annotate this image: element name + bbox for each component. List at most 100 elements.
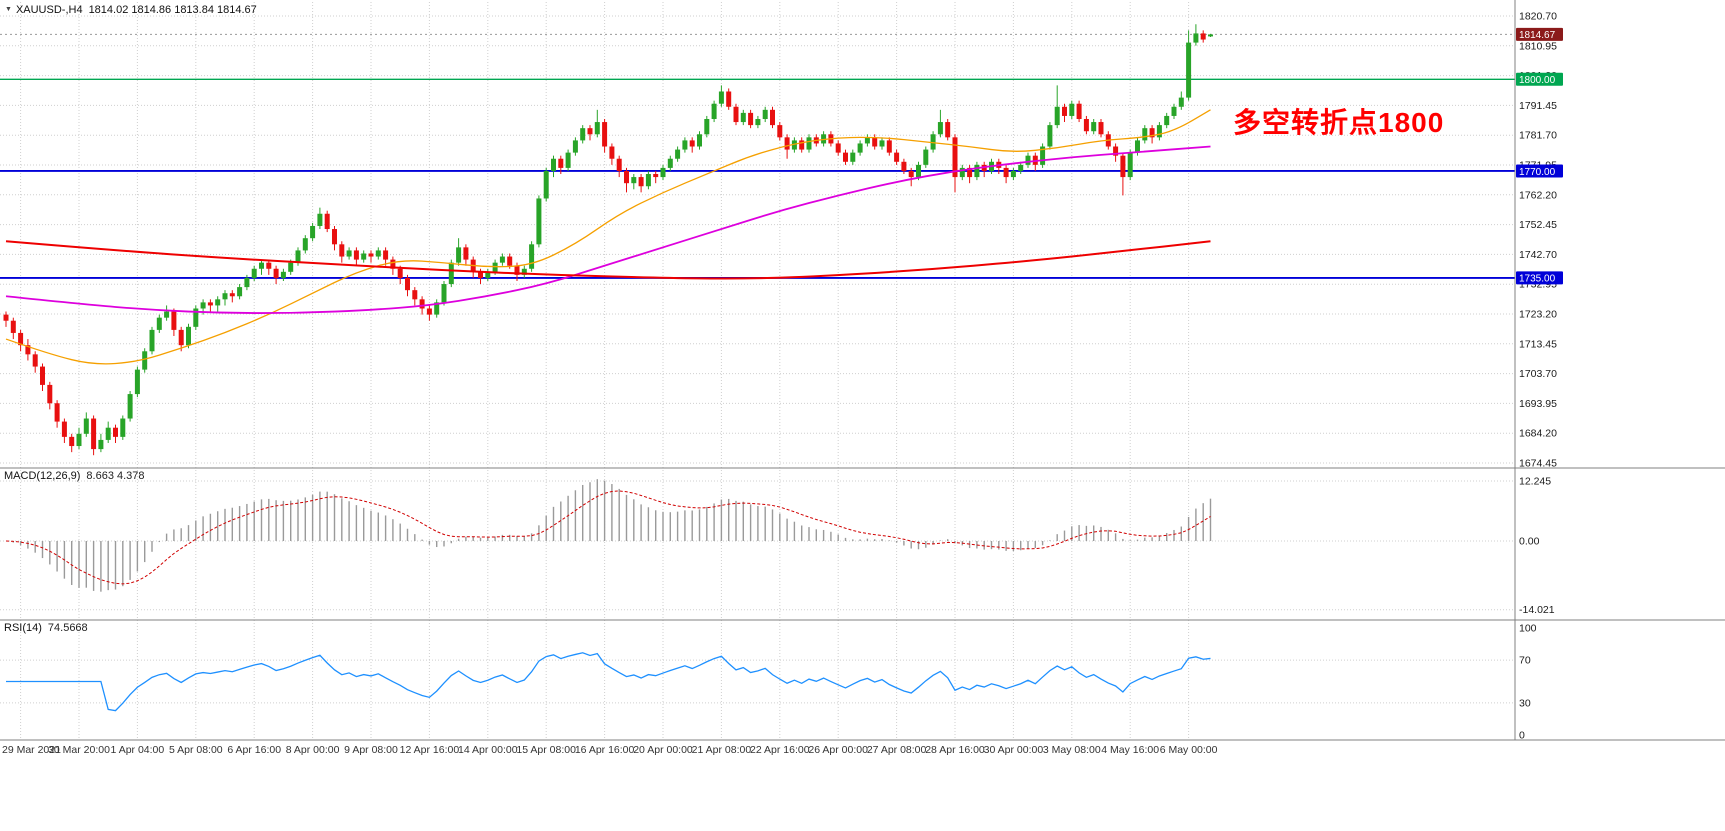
candle-body	[886, 140, 892, 153]
candle-body	[572, 140, 578, 153]
candle-body	[25, 345, 31, 355]
candle-body	[1054, 106, 1060, 126]
candle-body	[1003, 167, 1009, 178]
candle-body	[273, 268, 279, 278]
time-axis-label: 21 Apr 08:00	[692, 744, 752, 756]
candle-body	[434, 302, 440, 315]
time-axis-label: 1 Apr 04:00	[111, 744, 165, 756]
candle-body	[1010, 170, 1016, 178]
candle-body	[193, 308, 199, 327]
candle-body	[426, 308, 432, 315]
candle-body	[32, 354, 38, 367]
candle-body	[302, 238, 308, 251]
price-axis-label: 1693.95	[1519, 398, 1557, 410]
price-line-box-label: 1814.67	[1519, 30, 1556, 41]
candle-body	[339, 244, 345, 257]
candle-body	[799, 140, 805, 150]
candle-body	[332, 229, 337, 245]
candle-body	[1208, 34, 1213, 37]
candle-body	[215, 299, 221, 306]
candle-body	[1135, 140, 1140, 153]
candle-body	[1178, 97, 1184, 107]
candle-body	[784, 137, 790, 150]
candle-body	[937, 122, 943, 135]
candle-body	[280, 271, 286, 278]
candle-body	[346, 250, 352, 257]
candle-body	[120, 418, 126, 437]
candle-body	[207, 302, 213, 306]
candle-body	[1069, 103, 1075, 116]
macd-axis-label: 12.245	[1519, 475, 1551, 487]
candle-body	[383, 250, 389, 260]
candle-body	[638, 177, 644, 187]
chart-annotation-text: 多空转折点1800	[1233, 107, 1445, 138]
candle-body	[10, 320, 16, 333]
candle-body	[127, 394, 133, 419]
rsi-axis-label: 70	[1519, 655, 1531, 667]
candle-body	[835, 143, 841, 153]
price-line-box	[1516, 27, 1563, 41]
chart-canvas[interactable]: 1820.701810.951801.201791.451781.701771.…	[0, 0, 1725, 762]
candle-body	[251, 268, 257, 278]
price-axis-label: 1723.20	[1519, 309, 1557, 321]
candle-body	[361, 253, 367, 260]
time-axis-label: 30 Apr 00:00	[984, 744, 1044, 756]
candle-body	[259, 262, 264, 269]
candle-body	[397, 268, 403, 278]
rsi-indicator-label: RSI(14) 74.5668	[4, 622, 88, 634]
rsi-line	[6, 652, 1211, 712]
candle-body	[587, 128, 593, 135]
candle-body	[711, 103, 717, 120]
candle-body	[186, 326, 191, 346]
candle-body	[1120, 155, 1126, 178]
time-axis-label: 27 Apr 08:00	[867, 744, 927, 756]
time-axis-label: 14 Apr 00:00	[458, 744, 518, 756]
candle-body	[91, 418, 97, 450]
price-axis-label: 1674.45	[1519, 458, 1557, 470]
candle-body	[222, 293, 228, 300]
candle-body	[879, 140, 885, 147]
candle-body	[1171, 106, 1177, 116]
candle-body	[748, 112, 754, 126]
rsi-axis-label: 0	[1519, 730, 1525, 742]
candle-body	[507, 256, 513, 266]
candle-body	[1083, 119, 1089, 132]
candle-body	[419, 299, 425, 309]
price-axis-label: 1820.70	[1519, 11, 1557, 23]
price-axis-label: 1791.45	[1519, 100, 1557, 112]
candle-body	[791, 140, 797, 150]
candle-body	[1098, 122, 1104, 135]
candle-body	[543, 170, 549, 199]
price-axis-label: 1810.95	[1519, 40, 1557, 52]
candle-body	[682, 140, 688, 150]
macd-indicator-label: MACD(12,26,9) 8.663 4.378	[4, 470, 145, 482]
time-axis-label: 30 Mar 20:00	[48, 744, 110, 756]
macd-signal-line	[5, 490, 1211, 585]
symbol-period-label: XAUUSD-,H4	[15, 4, 83, 16]
candle-body	[660, 167, 666, 178]
candle-body	[1164, 115, 1170, 126]
price-axis-label: 1762.20	[1519, 189, 1557, 201]
candle-body	[113, 427, 118, 437]
candle-body	[733, 106, 739, 123]
time-axis-label: 3 May 08:00	[1043, 744, 1101, 756]
candle-body	[872, 137, 878, 147]
candle-body	[1040, 146, 1046, 165]
candle-body	[1018, 164, 1024, 171]
candle-body	[704, 119, 710, 135]
candle-body	[1062, 106, 1067, 116]
candle-body	[718, 91, 724, 104]
candle-body	[565, 152, 571, 168]
candle-body	[1076, 103, 1082, 120]
candle-body	[463, 247, 469, 260]
candle-body	[952, 137, 958, 178]
candle-body	[244, 277, 250, 288]
candle-body	[368, 253, 374, 257]
ma-medium-magenta-line	[5, 145, 1211, 314]
candle-body	[310, 225, 316, 239]
candle-body	[653, 174, 659, 178]
price-line-box-label: 1735.00	[1519, 274, 1556, 285]
symbol-ohlc-readout: ▼ XAUUSD-,H4 1814.02 1814.86 1813.84 1814.…	[5, 4, 257, 16]
candle-body	[142, 351, 148, 370]
